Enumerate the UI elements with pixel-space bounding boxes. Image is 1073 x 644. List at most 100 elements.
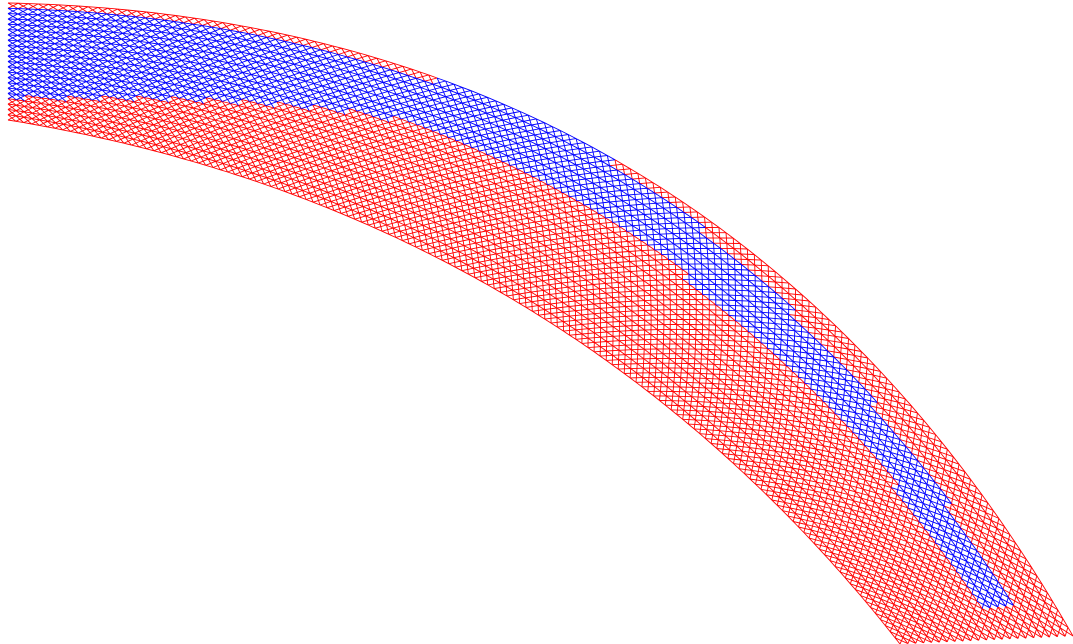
red-mesh-segment (149, 132, 160, 138)
red-mesh-segment (286, 114, 299, 120)
red-mesh-segment (441, 200, 450, 205)
red-mesh-segment (752, 429, 766, 432)
red-mesh-segment (702, 334, 709, 341)
red-mesh-segment (898, 610, 912, 617)
red-mesh-segment (780, 456, 788, 463)
red-mesh-segment (484, 253, 497, 257)
red-mesh-segment (933, 444, 948, 450)
red-mesh-segment (642, 259, 656, 262)
red-mesh-segment (275, 34, 288, 40)
red-mesh-segment (918, 450, 933, 456)
red-mesh-segment (379, 177, 392, 182)
red-mesh-segment (728, 335, 742, 337)
red-mesh-segment (600, 326, 614, 329)
red-mesh-segment (803, 478, 817, 483)
red-mesh-segment (804, 436, 818, 441)
red-mesh-segment (301, 108, 310, 112)
red-mesh-segment (47, 4, 59, 11)
red-mesh-segment (940, 573, 954, 581)
red-mesh-segment (669, 329, 677, 335)
red-mesh-segment (398, 177, 411, 182)
red-mesh-segment (205, 144, 214, 148)
red-mesh-segment (511, 198, 525, 202)
red-mesh-segment (870, 395, 885, 400)
red-mesh-segment (395, 152, 408, 157)
red-mesh-segment (310, 125, 319, 130)
red-mesh-segment (896, 551, 903, 559)
red-mesh-segment (845, 502, 860, 508)
red-mesh-segment (980, 531, 988, 540)
red-mesh-segment (872, 533, 887, 540)
red-mesh-segment (954, 520, 969, 527)
red-mesh-segment (745, 432, 759, 436)
red-mesh-segment (556, 296, 569, 299)
red-mesh-segment (904, 572, 918, 579)
red-mesh-segment (868, 572, 882, 579)
red-mesh-segment (567, 220, 580, 223)
red-mesh-segment (450, 184, 464, 189)
red-mesh-segment (222, 121, 232, 125)
red-mesh-segment (327, 157, 340, 163)
red-mesh-segment (792, 425, 800, 432)
red-mesh-segment (955, 483, 969, 490)
red-mesh-segment (965, 633, 979, 641)
red-mesh-segment (640, 240, 648, 246)
red-mesh-segment (330, 139, 339, 144)
red-mesh-segment (406, 168, 415, 173)
red-mesh-segment (230, 140, 242, 146)
red-mesh-segment (484, 193, 498, 197)
red-mesh-segment (431, 143, 444, 148)
red-mesh-segment (269, 30, 279, 34)
red-mesh-segment (395, 171, 403, 176)
red-mesh-segment (333, 118, 342, 122)
red-mesh-segment (615, 251, 629, 253)
red-mesh-segment (265, 158, 277, 164)
red-mesh-segment (990, 519, 1005, 527)
red-mesh-segment (770, 436, 778, 443)
red-mesh-segment (462, 159, 471, 164)
red-mesh-segment (596, 248, 604, 254)
red-mesh-segment (312, 152, 324, 157)
red-mesh-segment (821, 410, 829, 418)
red-mesh-segment (301, 155, 313, 161)
red-mesh-segment (326, 130, 335, 135)
red-mesh-segment (921, 537, 928, 545)
red-mesh-segment (99, 101, 109, 104)
red-mesh-segment (550, 239, 558, 245)
red-mesh-segment (459, 150, 468, 155)
red-mesh-segment (868, 495, 882, 500)
red-mesh-segment (896, 412, 904, 420)
red-mesh-segment (817, 472, 825, 480)
red-mesh-segment (798, 376, 806, 384)
red-mesh-segment (802, 305, 816, 308)
red-mesh-segment (387, 168, 396, 173)
red-mesh-segment (729, 407, 743, 410)
red-mesh-segment (808, 331, 822, 335)
red-mesh-segment (1039, 593, 1053, 602)
red-mesh-segment (885, 388, 893, 396)
red-mesh-segment (644, 319, 652, 326)
red-mesh-segment (803, 392, 811, 400)
red-mesh-segment (1012, 552, 1019, 561)
red-mesh-segment (929, 427, 936, 435)
red-mesh-segment (502, 257, 510, 262)
red-mesh-segment (785, 375, 799, 378)
red-mesh-segment (768, 454, 782, 458)
red-mesh-segment (82, 104, 91, 107)
red-mesh-segment (901, 534, 915, 540)
red-mesh-segment (788, 293, 796, 300)
red-mesh-segment (914, 586, 928, 593)
red-mesh-segment (574, 289, 587, 292)
red-mesh-segment (663, 284, 671, 291)
red-mesh-segment (460, 200, 469, 206)
red-mesh-segment (904, 595, 910, 603)
red-mesh-segment (396, 140, 405, 145)
red-mesh-segment (220, 127, 229, 131)
red-mesh-segment (163, 120, 172, 123)
red-mesh-segment (301, 159, 310, 164)
red-mesh-segment (756, 443, 763, 450)
red-mesh-segment (761, 406, 769, 413)
red-mesh-segment (896, 574, 903, 582)
red-mesh-segment (470, 211, 483, 215)
